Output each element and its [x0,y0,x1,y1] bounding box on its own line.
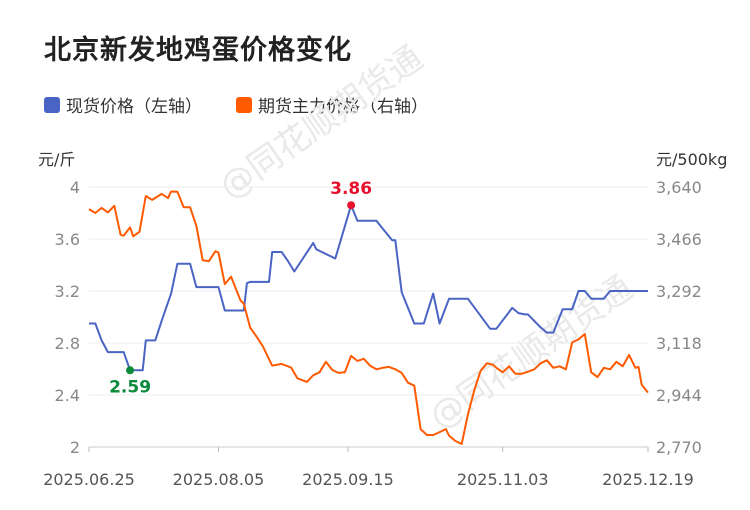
x-axis: 2025.06.25 2025.08.05 2025.09.15 2025.11.03… [43,447,694,489]
right-tick-label: 3,640 [656,178,702,197]
x-tick-label: 2025.08.05 [173,470,265,489]
legend-label-spot: 现货价格（左轴） [66,97,202,117]
watermark-layer: @同花顺期货通@同花顺期货通 [212,38,640,437]
legend-item-spot[interactable]: 现货价格（左轴） [44,92,202,117]
min-point-label: 2.59 [109,377,151,397]
series-layer [88,190,649,445]
right-tick-label: 3,118 [656,334,702,353]
futures-price-line [88,190,649,445]
left-axis: 2 2.4 2.8 3.2 3.6 4 [55,178,80,457]
legend-swatch-spot [44,96,60,113]
right-axis: 2,770 2,944 3,118 3,292 3,466 3,640 [656,178,702,457]
x-tick-label: 2025.11.03 [457,470,549,489]
x-tick-label: 2025.06.25 [43,470,135,489]
right-tick-label: 2,944 [656,386,702,405]
left-tick-label: 3.6 [55,230,80,249]
left-tick-label: 3.2 [55,282,80,301]
legend-item-futures[interactable]: 期货主力价格（右轴） [236,92,428,117]
x-tick-label: 2025.09.15 [302,470,394,489]
spot-price-line [89,204,648,372]
legend-swatch-futures [236,96,252,113]
left-tick-label: 2 [70,438,80,457]
max-point-label: 3.86 [330,179,372,199]
annotation-layer: 3.86 2.59 [109,179,372,397]
max-point-marker [347,201,356,210]
left-tick-label: 2.8 [55,334,80,353]
watermark-text: @同花顺期货通 [212,38,430,207]
right-tick-label: 2,770 [656,438,702,457]
left-tick-label: 2.4 [55,386,80,405]
x-tick-label: 2025.12.19 [602,470,694,489]
legend: 现货价格（左轴） 期货主力价格（右轴） [44,92,462,117]
chart-title: 北京新发地鸡蛋价格变化 [44,35,352,66]
min-point-marker [126,366,135,375]
right-axis-unit: 元/500kg [656,150,728,169]
grid-layer [89,186,648,448]
legend-label-futures: 期货主力价格（右轴） [258,97,428,117]
left-axis-unit: 元/斤 [38,150,76,169]
right-tick-label: 3,292 [656,282,702,301]
right-tick-label: 3,466 [656,230,702,249]
left-tick-label: 4 [70,178,80,197]
